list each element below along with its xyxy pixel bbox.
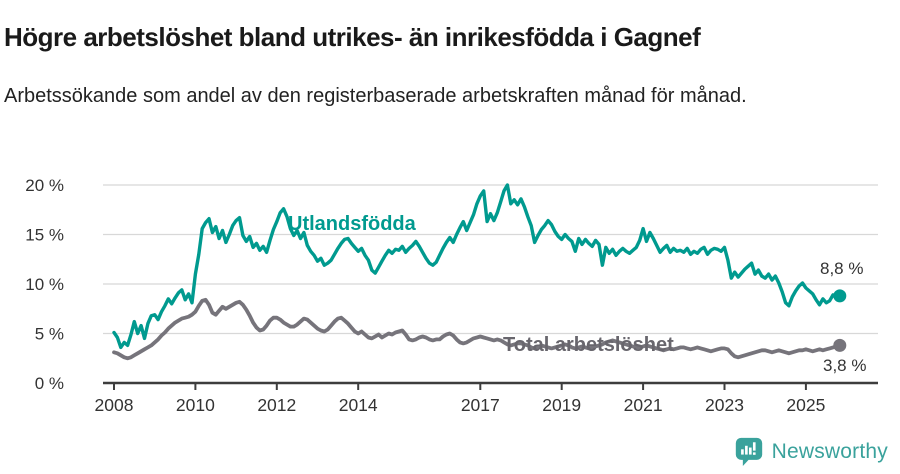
series-label-utlandsfodda: Utlandsfödda <box>288 213 416 235</box>
x-axis-tick-label: 2021 <box>624 395 663 415</box>
x-axis-tick-label: 2010 <box>176 395 215 415</box>
newsworthy-logo: Newsworthy <box>734 437 888 466</box>
y-axis-tick-label: 0 % <box>35 374 64 393</box>
end-value-total: 3,8 % <box>823 356 867 375</box>
y-axis-tick-label: 20 % <box>25 176 64 195</box>
y-axis-tick-label: 5 % <box>35 325 64 344</box>
x-axis-tick-label: 2017 <box>461 395 500 415</box>
series-line-0 <box>112 183 842 350</box>
x-axis-tick-label: 2025 <box>786 395 825 415</box>
y-axis-tick-label: 15 % <box>25 226 64 245</box>
newsworthy-wordmark: Newsworthy <box>771 439 888 463</box>
newsworthy-speech-bubble-chart-icon <box>734 437 764 466</box>
x-axis-tick-label: 2019 <box>542 395 581 415</box>
x-axis-tick-label: 2023 <box>705 395 744 415</box>
chart-subtitle: Arbetssökande som andel av den registerb… <box>4 85 747 107</box>
series-end-dot-1 <box>833 338 847 352</box>
x-axis-tick-label: 2014 <box>339 395 378 415</box>
series-line-1 <box>112 297 842 361</box>
series-end-dot-0 <box>833 289 847 303</box>
x-axis-tick-label: 2008 <box>95 395 134 415</box>
chart-title: Högre arbetslöshet bland utrikes- än inr… <box>4 22 701 53</box>
series-label-total-arbetsloshet: Total arbetslöshet <box>503 334 674 356</box>
end-value-utlandsfodda: 8,8 % <box>820 259 864 278</box>
x-axis-tick-label: 2012 <box>257 395 296 415</box>
y-axis-tick-label: 10 % <box>25 275 64 294</box>
